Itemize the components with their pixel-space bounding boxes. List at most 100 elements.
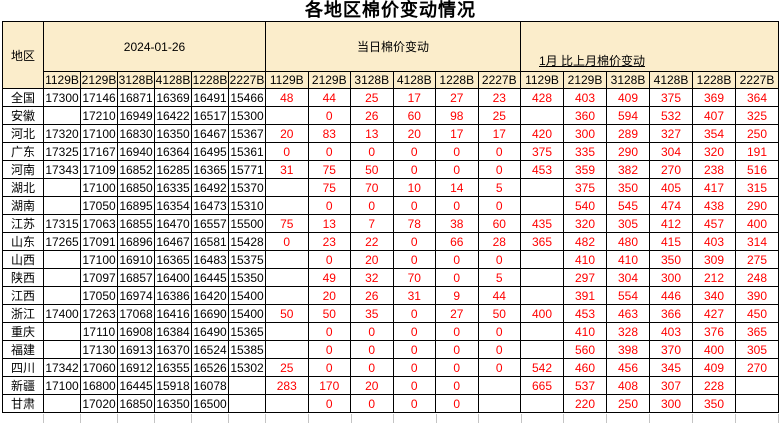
price-cell: 16350 xyxy=(154,124,192,143)
price-cell: 15385 xyxy=(228,340,266,359)
region-cell: 浙江 xyxy=(2,304,44,323)
monthly-change-cell: 370 xyxy=(649,340,693,359)
price-cell: 16369 xyxy=(154,88,192,107)
gridline-stub xyxy=(436,414,437,423)
price-cell: 15367 xyxy=(228,124,266,143)
daily-change-cell: 7 xyxy=(350,214,394,233)
monthly-change-cell: 460 xyxy=(563,358,607,377)
daily-change-cell: 0 xyxy=(477,250,521,269)
table-row: 新疆 17100 16800 16445 15918 16078 283 170 20 0 0 665… xyxy=(2,376,779,395)
monthly-change-cell: 250 xyxy=(735,124,779,143)
daily-change-cell: 0 xyxy=(307,106,351,125)
table-row: 河南 17343 17109 16852 16285 16365 15771 31 75 50 0 0… xyxy=(2,160,779,179)
monthly-change-cell: 359 xyxy=(563,160,607,179)
price-cell: 17100 xyxy=(80,250,118,269)
gridline-stub xyxy=(563,414,564,423)
grade-header: 2129B xyxy=(563,71,607,89)
daily-change-cell: 0 xyxy=(435,394,479,413)
monthly-change-cell: 315 xyxy=(735,178,779,197)
daily-change-cell: 0 xyxy=(435,340,479,359)
price-cell: 17343 xyxy=(43,160,81,179)
region-cell: 河北 xyxy=(2,124,44,143)
daily-change-cell: 70 xyxy=(350,178,394,197)
grade-header: 3128B xyxy=(117,71,155,89)
price-cell: 16490 xyxy=(191,322,229,341)
monthly-change-cell: 542 xyxy=(520,358,564,377)
gridline-stub xyxy=(478,414,479,423)
monthly-change-cell: 417 xyxy=(692,178,736,197)
price-cell xyxy=(43,196,81,215)
monthly-change-cell: 409 xyxy=(606,88,650,107)
monthly-change-cell: 304 xyxy=(649,142,693,161)
daily-change-cell: 98 xyxy=(435,106,479,125)
daily-change-cell: 0 xyxy=(477,142,521,161)
daily-change-cell: 10 xyxy=(392,178,436,197)
price-cell: 16800 xyxy=(80,376,118,395)
monthly-change-cell: 665 xyxy=(520,376,564,395)
monthly-change-cell: 375 xyxy=(649,88,693,107)
gridline-stub xyxy=(351,414,352,423)
price-cell: 16500 xyxy=(191,394,229,413)
daily-change-cell: 50 xyxy=(477,304,521,323)
price-cell: 16690 xyxy=(191,304,229,323)
price-cell xyxy=(43,322,81,341)
price-cell: 16850 xyxy=(117,394,155,413)
grade-header: 1228B xyxy=(435,71,479,89)
monthly-change-cell: 456 xyxy=(606,358,650,377)
region-cell: 四川 xyxy=(2,358,44,377)
region-column-header: 地区 xyxy=(2,21,44,89)
price-cell: 16467 xyxy=(154,232,192,251)
price-cell: 16949 xyxy=(117,106,155,125)
daily-change-cell: 20 xyxy=(350,250,394,269)
table-row: 甘肃 17020 16850 16350 16500 0 0 0 0 220 250 300 350 xyxy=(2,394,779,413)
monthly-change-cell: 289 xyxy=(606,124,650,143)
monthly-change-cell: 376 xyxy=(692,322,736,341)
daily-change-cell: 0 xyxy=(392,376,436,395)
price-cell: 15375 xyxy=(228,250,266,269)
monthly-change-cell: 382 xyxy=(606,160,650,179)
price-cell xyxy=(43,268,81,287)
daily-change-cell: 13 xyxy=(307,214,351,233)
monthly-change-cell: 345 xyxy=(649,358,693,377)
monthly-change-cell xyxy=(520,322,564,341)
price-cell: 15300 xyxy=(228,106,266,125)
monthly-change-cell: 290 xyxy=(606,142,650,161)
price-cell: 17100 xyxy=(43,376,81,395)
daily-change-cell: 0 xyxy=(435,268,479,287)
gridline-stub xyxy=(43,414,44,423)
region-cell: 全国 xyxy=(2,88,44,107)
price-cell: 15918 xyxy=(154,376,192,395)
daily-change-cell: 9 xyxy=(435,286,479,305)
daily-change-cell: 5 xyxy=(477,178,521,197)
excel-gridline-stubs xyxy=(0,413,781,423)
daily-change-cell: 0 xyxy=(392,394,436,413)
daily-change-cell: 5 xyxy=(477,268,521,287)
price-cell: 16400 xyxy=(154,268,192,287)
table-row: 安徽 17210 16949 16422 16517 15300 0 26 60 98 25 360 5… xyxy=(2,106,779,125)
price-cell: 15310 xyxy=(228,196,266,215)
monthly-change-cell: 407 xyxy=(692,106,736,125)
daily-change-cell: 27 xyxy=(435,88,479,107)
table-row: 广东 17325 17167 16940 16364 16495 15361 0 0 0 0 0 0 37… xyxy=(2,142,779,161)
price-cell: 16354 xyxy=(154,196,192,215)
price-cell: 17063 xyxy=(80,214,118,233)
grade-header: 1228B xyxy=(692,71,736,89)
region-cell: 安徽 xyxy=(2,106,44,125)
region-cell: 山东 xyxy=(2,232,44,251)
monthly-change-cell: 365 xyxy=(735,322,779,341)
gridline-stub xyxy=(191,414,192,423)
monthly-change-cell: 398 xyxy=(606,340,650,359)
monthly-change-cell: 350 xyxy=(692,394,736,413)
monthly-change-cell: 300 xyxy=(649,394,693,413)
price-cell: 16350 xyxy=(154,394,192,413)
region-cell: 甘肃 xyxy=(2,394,44,413)
daily-change-cell: 20 xyxy=(307,286,351,305)
monthly-change-cell: 375 xyxy=(563,178,607,197)
monthly-change-cell: 480 xyxy=(606,232,650,251)
price-cell xyxy=(43,106,81,125)
daily-change-cell: 0 xyxy=(392,322,436,341)
price-cell: 15370 xyxy=(228,178,266,197)
daily-change-cell: 20 xyxy=(350,376,394,395)
daily-change-cell xyxy=(265,286,309,305)
